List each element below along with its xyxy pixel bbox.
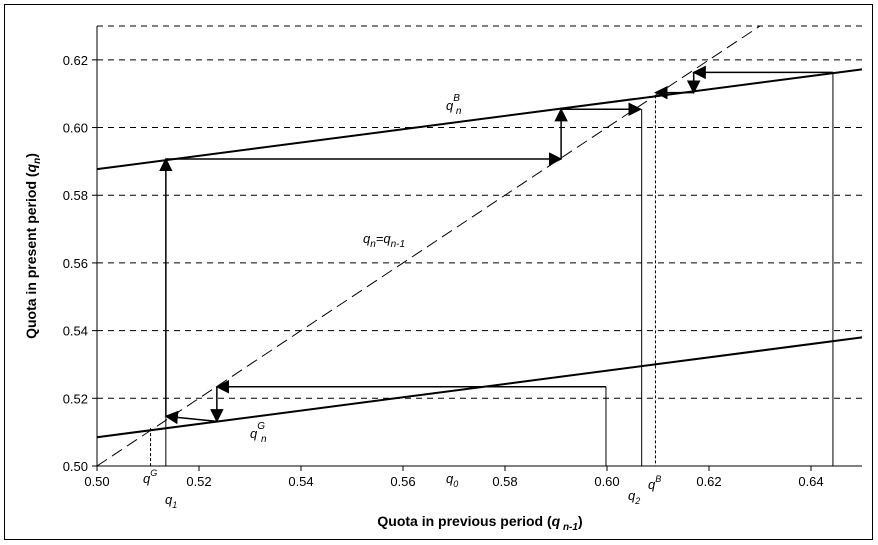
x-tick-label: 0.64	[798, 474, 823, 489]
series-qB-line	[96, 68, 863, 171]
labels: 0.50 0.52 0.54 0.56 0.58 0.60 0.62 0.64 0.50 0.52…	[23, 53, 824, 533]
qB-curve-label: qB n	[446, 93, 462, 117]
iteration-arrow	[164, 410, 217, 425]
y-tick-label: 0.56	[63, 256, 88, 271]
y-tick-label: 0.50	[63, 459, 88, 474]
qB-axis-mark: qB	[648, 474, 661, 492]
axes	[92, 26, 862, 471]
series-diagonal-line	[96, 25, 761, 467]
qG-axis-mark: qG	[143, 468, 157, 486]
x-tick-label: 0.56	[390, 474, 415, 489]
q1-axis-mark: q1	[165, 492, 177, 510]
chart-frame	[4, 4, 873, 540]
iteration-arrows	[150, 65, 834, 466]
y-tick-label: 0.62	[63, 53, 88, 68]
qG-curve-label: qG n	[250, 421, 267, 445]
q0-axis-mark: q0	[446, 471, 458, 489]
x-tick-label: 0.60	[594, 474, 619, 489]
y-tick-label: 0.60	[63, 121, 88, 136]
y-tick-label: 0.58	[63, 188, 88, 203]
x-tick-label: 0.52	[186, 474, 211, 489]
x-tick-label: 0.62	[696, 474, 721, 489]
x-tick-label: 0.54	[288, 474, 313, 489]
x-axis-title: Quota in previous period (q n-1)	[377, 513, 582, 533]
diagonal-label: qn=qn-1	[363, 231, 405, 250]
x-tick-label: 0.50	[84, 474, 109, 489]
y-tick-label: 0.52	[63, 391, 88, 406]
q2-axis-mark: q2	[628, 488, 640, 506]
series-lines	[96, 25, 863, 467]
y-tick-label: 0.54	[63, 324, 88, 339]
y-axis-title: Quota in present period (qn)	[23, 153, 43, 339]
x-tick-label: 0.58	[492, 474, 517, 489]
